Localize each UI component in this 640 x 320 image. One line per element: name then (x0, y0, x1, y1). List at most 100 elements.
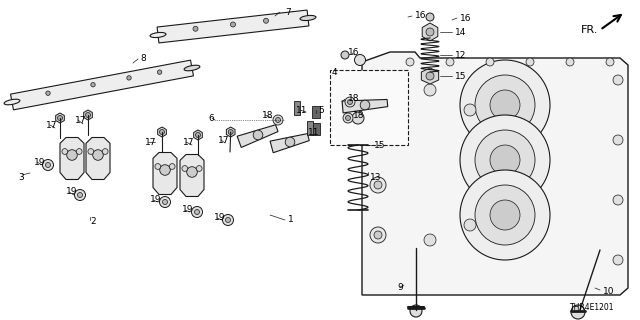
Circle shape (196, 166, 202, 172)
Circle shape (426, 13, 434, 21)
Circle shape (253, 130, 263, 140)
Text: 17: 17 (218, 135, 230, 145)
Circle shape (464, 104, 476, 116)
Ellipse shape (4, 99, 20, 105)
Text: 17: 17 (75, 116, 86, 124)
Text: 19: 19 (150, 196, 161, 204)
Text: FR.: FR. (580, 25, 598, 35)
Circle shape (74, 189, 86, 201)
Circle shape (410, 305, 422, 317)
Circle shape (490, 145, 520, 175)
Polygon shape (362, 52, 628, 295)
Circle shape (475, 185, 535, 245)
Polygon shape (56, 113, 65, 123)
Polygon shape (237, 125, 278, 148)
Circle shape (159, 130, 164, 134)
Circle shape (613, 195, 623, 205)
Circle shape (195, 132, 200, 138)
Circle shape (93, 150, 103, 160)
Polygon shape (312, 106, 320, 118)
Text: 5: 5 (318, 106, 324, 115)
Circle shape (67, 150, 77, 160)
Circle shape (613, 135, 623, 145)
Circle shape (348, 100, 353, 105)
Circle shape (446, 58, 454, 66)
Circle shape (374, 181, 382, 189)
Circle shape (273, 115, 283, 125)
Polygon shape (194, 130, 202, 140)
Polygon shape (227, 127, 235, 137)
Circle shape (526, 58, 534, 66)
Polygon shape (157, 127, 166, 137)
Text: 2: 2 (90, 218, 95, 227)
Circle shape (76, 148, 82, 154)
Circle shape (42, 159, 54, 171)
Circle shape (370, 127, 386, 143)
Text: 1: 1 (288, 215, 294, 225)
Circle shape (62, 148, 68, 154)
Bar (330, 70, 408, 145)
Text: 18: 18 (353, 110, 365, 119)
Circle shape (566, 58, 574, 66)
Circle shape (91, 83, 95, 87)
Text: 3: 3 (18, 172, 24, 181)
Circle shape (613, 75, 623, 85)
Polygon shape (10, 60, 193, 110)
Circle shape (352, 112, 364, 124)
Polygon shape (84, 110, 92, 120)
Polygon shape (294, 101, 300, 115)
Circle shape (370, 77, 386, 93)
Circle shape (606, 58, 614, 66)
Ellipse shape (300, 15, 316, 20)
Circle shape (345, 97, 355, 107)
Circle shape (228, 130, 233, 134)
Polygon shape (342, 100, 388, 113)
Circle shape (127, 76, 131, 80)
Circle shape (160, 165, 170, 175)
Text: 17: 17 (183, 138, 195, 147)
Polygon shape (157, 10, 309, 43)
Circle shape (475, 130, 535, 190)
Text: 16: 16 (460, 13, 472, 22)
Text: 19: 19 (214, 213, 225, 222)
Polygon shape (307, 121, 313, 135)
Polygon shape (312, 123, 320, 135)
Text: 4: 4 (332, 68, 338, 76)
Circle shape (275, 117, 280, 123)
Text: 19: 19 (182, 205, 193, 214)
Circle shape (195, 210, 200, 214)
Circle shape (486, 58, 494, 66)
Ellipse shape (150, 32, 166, 37)
Circle shape (360, 100, 370, 110)
Text: 13: 13 (370, 172, 381, 181)
Circle shape (613, 255, 623, 265)
Circle shape (170, 164, 175, 169)
Circle shape (86, 113, 90, 117)
Circle shape (426, 28, 434, 36)
Polygon shape (86, 138, 110, 180)
Circle shape (285, 137, 295, 147)
Text: 8: 8 (140, 53, 146, 62)
Text: 7: 7 (285, 7, 291, 17)
Polygon shape (270, 134, 309, 153)
Circle shape (223, 214, 234, 226)
Circle shape (406, 58, 414, 66)
Circle shape (490, 200, 520, 230)
Text: 16: 16 (415, 11, 426, 20)
Circle shape (58, 116, 63, 121)
Circle shape (460, 60, 550, 150)
Circle shape (464, 219, 476, 231)
Text: 19: 19 (66, 188, 77, 196)
Circle shape (159, 196, 170, 207)
Circle shape (88, 148, 93, 154)
Text: 10: 10 (603, 287, 614, 297)
Text: 9: 9 (397, 284, 403, 292)
Polygon shape (60, 138, 84, 180)
Text: 19: 19 (34, 157, 45, 166)
Text: 17: 17 (46, 121, 58, 130)
Circle shape (230, 22, 236, 27)
Circle shape (157, 70, 162, 74)
Circle shape (193, 26, 198, 31)
Polygon shape (422, 23, 438, 41)
Ellipse shape (184, 65, 200, 71)
